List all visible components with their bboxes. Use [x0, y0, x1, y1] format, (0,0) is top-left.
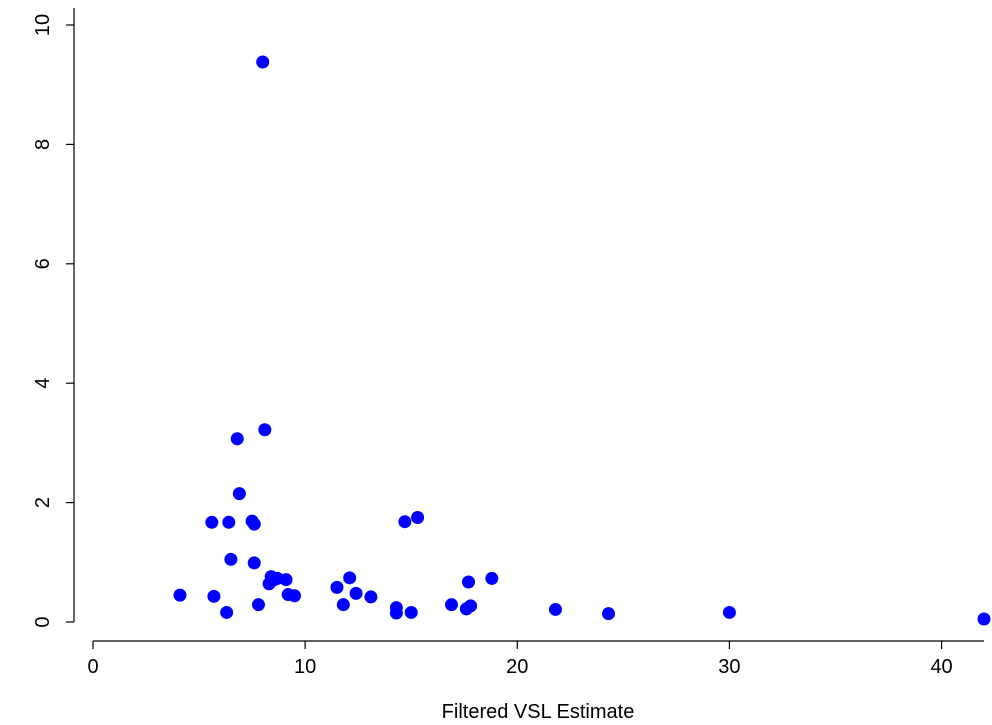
data-point [485, 571, 499, 585]
data-point [258, 423, 272, 437]
data-point [602, 607, 616, 621]
data-point [398, 515, 412, 529]
x-tick-label: 30 [718, 656, 740, 678]
data-point [205, 515, 219, 529]
data-point [722, 605, 736, 619]
x-tick-label: 40 [930, 656, 952, 678]
data-point [173, 588, 187, 602]
data-point [330, 580, 344, 594]
y-tick-label: 4 [32, 378, 54, 389]
data-point [256, 55, 270, 69]
data-point [389, 601, 403, 615]
data-point [279, 573, 293, 587]
data-point [232, 487, 246, 501]
data-points [173, 55, 991, 626]
x-tick-label: 10 [294, 656, 316, 678]
data-point [224, 552, 238, 566]
data-point [411, 511, 425, 525]
y-axis-ticks: 0 2 4 6 8 10 [32, 14, 74, 628]
y-tick-label: 8 [32, 139, 54, 150]
data-point [977, 612, 991, 626]
data-point [288, 589, 302, 603]
data-point [461, 575, 475, 589]
data-point [404, 605, 418, 619]
x-axis-ticks: 0 10 20 30 40 [87, 641, 953, 678]
y-tick-label: 6 [32, 258, 54, 269]
y-tick-label: 0 [32, 616, 54, 627]
data-point [364, 590, 378, 604]
data-point [220, 605, 234, 619]
data-point [464, 599, 478, 613]
data-point [207, 589, 221, 603]
data-point [247, 517, 261, 531]
data-point [349, 586, 363, 600]
x-tick-label: 20 [506, 656, 528, 678]
data-point [251, 598, 265, 612]
data-point [343, 571, 357, 585]
x-tick-label: 0 [87, 656, 98, 678]
x-axis-title: Filtered VSL Estimate [442, 701, 635, 723]
y-tick-label: 10 [32, 14, 54, 36]
data-point [247, 556, 261, 570]
data-point [445, 598, 459, 612]
data-point [336, 598, 350, 612]
data-point [230, 432, 244, 446]
y-tick-label: 2 [32, 497, 54, 508]
data-point [222, 515, 236, 529]
data-point [548, 602, 562, 616]
